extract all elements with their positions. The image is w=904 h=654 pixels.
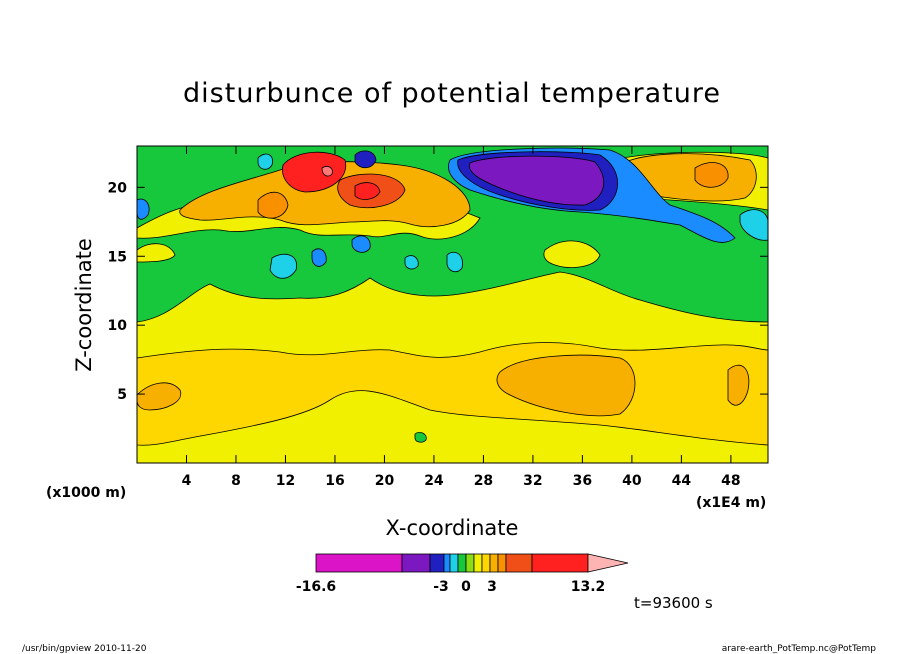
colorbar-label: 3 [487,579,497,595]
contour-yellow-upper-left [137,243,176,263]
colorbar-segment [481,553,491,573]
colorbar-segment [315,553,403,573]
contour-orange-lower-mid [496,354,636,417]
x-tick-label: 8 [231,473,241,489]
y-tick-label: 10 [108,318,128,334]
contour-orange-deep [257,191,289,219]
y-axis-title: Z-coordinate [72,238,96,372]
x-tick-label: 44 [672,473,692,489]
contour-cool-blob-2 [257,153,273,170]
contour-orange-lower-left [137,382,182,411]
footer-right: arare-earth_PotTemp.nc@PotTemp [722,644,877,654]
chart-title: disturbunce of potential temperature [183,78,721,109]
y-tick-label: 5 [117,387,127,403]
y-tick-label: 20 [108,180,128,196]
x-tick-label: 12 [276,473,295,489]
heatmap-field [137,146,768,463]
contour-red-core-2 [354,182,381,200]
x-tick-label: 4 [182,473,192,489]
contour-cool-purple [468,155,605,206]
y-unit-label: (x1000 m) [46,485,126,501]
y-tick-label: 15 [108,249,127,265]
x-tick-label: 32 [523,473,542,489]
contour-cool-blob-7 [404,255,419,270]
colorbar-label: 13.2 [571,579,606,595]
x-tick-label: 40 [622,473,642,489]
colorbar-label: 0 [461,579,471,595]
colorbar-segment [457,553,467,573]
x-tick-label: 16 [325,473,344,489]
colorbar: -16.6 -3 0 3 13.2 [296,553,629,595]
x-unit-label: (x1E4 m) [696,495,766,511]
plot-frame [136,145,769,464]
contour-green-blob [414,432,427,443]
colorbar-segment [443,553,451,573]
colorbar-segment [449,553,459,573]
contour-red-core [282,151,347,193]
contour-cool-blob-4 [269,253,298,279]
contour-cool-blob-9 [739,209,768,241]
contour-cool-blob-5 [311,248,327,267]
contour-cool-blob-1 [354,150,377,169]
colorbar-segment [401,553,431,573]
colorbar-segment [489,553,499,573]
colorbar-segment [505,553,533,573]
colorbar-segment [531,553,589,573]
colorbar-segment [465,553,475,573]
footer-left: /usr/bin/gpview 2010-11-20 [22,644,147,654]
y-axis: Z-coordinate (x1000 m) 5 10 15 20 [46,180,768,501]
x-axis: X-coordinate (x1E4 m) 4 8 12 16 20 24 28 32 36 40… [182,146,766,540]
colorbar-segment [497,553,507,573]
x-tick-label: 28 [474,473,493,489]
contour-orange-deep-right [694,162,729,188]
contour-cool-blob-6 [446,251,463,273]
x-tick-label: 20 [375,473,395,489]
contour-cool-blob-8 [137,198,150,220]
x-axis-title: X-coordinate [386,516,519,540]
contour-yellow-mid-right [543,240,601,268]
x-tick-label: 24 [424,473,444,489]
contour-orange-lower-right [727,364,750,406]
contour-pink-core [321,166,333,177]
time-annotation: t=93600 s [634,594,713,612]
contour-cool-blob-3 [351,235,371,253]
colorbar-segment [473,553,483,573]
colorbar-segment [429,553,445,573]
colorbar-label: -16.6 [296,579,336,595]
colorbar-extend-arrow [587,553,629,573]
x-tick-label: 48 [721,473,740,489]
colorbar-label: -3 [433,579,449,595]
x-tick-label: 36 [573,473,592,489]
